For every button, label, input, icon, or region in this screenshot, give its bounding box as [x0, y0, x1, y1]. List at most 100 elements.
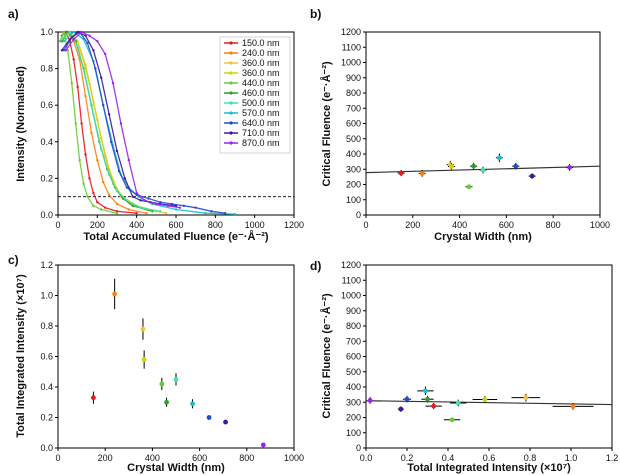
series-point-4 — [74, 122, 77, 125]
panel-c-xlabel: Crystal Width (nm) — [127, 462, 225, 474]
series-point-1 — [102, 180, 105, 184]
y-tick-label: 1100 — [342, 275, 361, 285]
series-line-4 — [59, 29, 118, 214]
data-point-0 — [367, 398, 373, 403]
x-tick-label: 0.8 — [524, 453, 537, 463]
series-point-6 — [100, 147, 103, 151]
y-tick-label: 1200 — [341, 260, 361, 270]
panel-d-ylabel: Critical Fluence (e⁻·Å⁻²) — [320, 293, 333, 419]
series-point-10 — [96, 39, 99, 43]
panel-d-xlabel: Total Integrated Intensity (×10⁷) — [407, 462, 571, 474]
series-point-8 — [62, 49, 66, 52]
y-tick-label: 100 — [346, 195, 361, 205]
panel-c-label: c) — [8, 253, 19, 267]
legend-marker — [229, 131, 233, 135]
legend-marker — [229, 81, 233, 85]
series-point-9 — [123, 177, 127, 180]
series-point-0 — [135, 211, 138, 215]
series-point-7 — [72, 30, 75, 34]
series-point-6 — [125, 199, 129, 202]
x-tick-label: 0.6 — [483, 453, 496, 463]
series-point-4 — [58, 39, 62, 43]
series-point-9 — [92, 49, 95, 52]
x-tick-label: 800 — [208, 220, 223, 230]
series-point-9 — [100, 76, 103, 79]
series-point-4 — [86, 195, 89, 198]
y-tick-label: 1200 — [341, 27, 361, 37]
series-point-7 — [233, 212, 237, 216]
panel-b-plot — [365, 153, 601, 190]
y-tick-label: 1100 — [342, 42, 361, 52]
series-point-10 — [80, 30, 83, 34]
legend-marker — [229, 51, 233, 55]
x-tick-label: 200 — [98, 453, 113, 463]
panel-d: d) 0.0 0.2 0.4 0.6 0.8 1.0 1.2 0 100 200 300 400 500… — [310, 259, 618, 474]
series-point-10 — [64, 49, 68, 52]
y-tick-label: 1.0 — [40, 291, 53, 301]
series-point-10 — [111, 82, 115, 85]
data-point-4 — [159, 381, 165, 387]
y-tick-label: 200 — [346, 180, 361, 190]
y-tick-label: 900 — [346, 73, 361, 83]
series-point-5 — [131, 204, 134, 208]
series-point-7 — [174, 208, 178, 211]
panel-b-frame — [365, 31, 601, 216]
y-tick-label: 0.2 — [40, 173, 53, 183]
y-tick-label: 800 — [346, 88, 361, 98]
series-point-8 — [102, 104, 105, 107]
x-tick-label: 200 — [90, 220, 105, 230]
panel-b-xlabel: Crystal Width (nm) — [434, 231, 532, 243]
series-point-0 — [88, 177, 91, 180]
series-point-1 — [107, 193, 111, 197]
series-point-3 — [100, 136, 103, 140]
series-point-0 — [76, 85, 79, 89]
panel-a: a) 0 200 400 600 800 1000 1200 0.0 0.2 0.4 0.6 0.8 1… — [8, 7, 304, 243]
series-point-6 — [159, 210, 162, 213]
data-point-9 — [523, 395, 529, 401]
series-point-1 — [145, 211, 148, 215]
panel-d-frame — [365, 264, 613, 449]
y-tick-label: 100 — [346, 428, 361, 438]
legend-label: 460.0 nm — [242, 88, 280, 98]
series-point-9 — [76, 30, 79, 34]
panel-d-plot — [365, 386, 613, 423]
series-line-10 — [65, 31, 181, 209]
series-point-6 — [107, 173, 111, 176]
series-point-0 — [104, 206, 107, 209]
legend-marker — [229, 71, 233, 75]
series-point-0 — [72, 58, 75, 61]
x-tick-label: 1000 — [284, 453, 304, 463]
series-point-6 — [68, 30, 72, 34]
series-point-4 — [82, 182, 85, 186]
series-point-0 — [96, 200, 99, 204]
series-point-2 — [164, 211, 168, 215]
x-tick-label: 1000 — [245, 220, 265, 230]
series-point-4 — [92, 204, 95, 208]
data-point-1 — [419, 170, 425, 176]
series-point-1 — [115, 202, 119, 206]
data-point-2 — [140, 326, 146, 332]
panel-a-ticks: 0 200 400 600 800 1000 1200 0.0 0.2 0.4 0.6 0.8 1.0 — [40, 27, 304, 230]
legend-marker — [229, 91, 233, 95]
series-point-10 — [135, 191, 138, 195]
data-point-9 — [223, 419, 228, 425]
series-point-3 — [84, 63, 87, 67]
x-tick-label: 0.0 — [360, 453, 373, 463]
data-point-5 — [471, 163, 477, 169]
legend-label: 710.0 nm — [242, 128, 280, 138]
series-point-10 — [88, 34, 91, 37]
y-tick-label: 0.0 — [40, 210, 53, 220]
data-point-10 — [260, 442, 266, 448]
y-tick-label: 400 — [346, 382, 361, 392]
y-tick-label: 0.8 — [40, 321, 53, 331]
data-point-2 — [404, 396, 410, 402]
x-tick-label: 1.0 — [565, 453, 578, 463]
data-point-9 — [529, 173, 535, 179]
x-tick-label: 600 — [499, 220, 514, 230]
y-tick-label: 300 — [346, 164, 361, 174]
legend-marker — [229, 111, 233, 115]
series-point-9 — [68, 38, 72, 41]
series-point-8 — [194, 206, 197, 209]
y-tick-label: 0.2 — [40, 413, 53, 423]
